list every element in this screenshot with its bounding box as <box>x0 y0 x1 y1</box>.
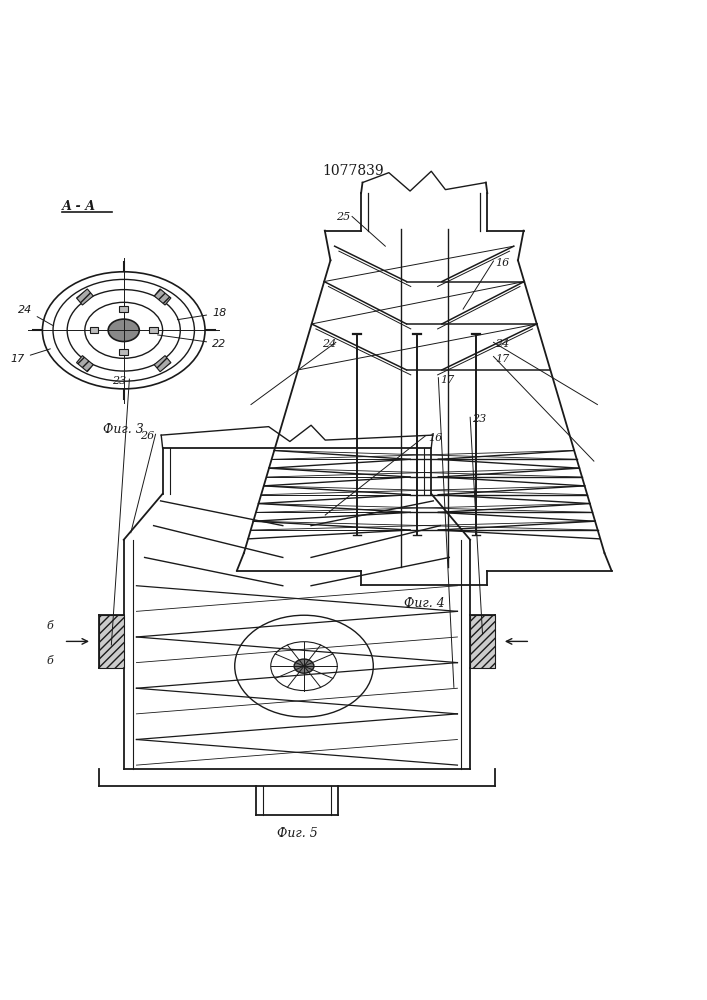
Text: 18: 18 <box>177 308 226 320</box>
Text: б: б <box>46 621 53 631</box>
Bar <box>119 349 128 355</box>
Ellipse shape <box>108 319 139 342</box>
Text: 17: 17 <box>495 354 509 364</box>
Text: 1077839: 1077839 <box>322 164 385 178</box>
Text: 24: 24 <box>495 339 509 349</box>
Bar <box>76 356 93 372</box>
Text: А - А: А - А <box>62 200 96 213</box>
Text: 17: 17 <box>11 349 50 364</box>
Bar <box>90 327 98 333</box>
Text: 24: 24 <box>322 339 336 349</box>
Text: 22: 22 <box>158 335 226 349</box>
Text: 17: 17 <box>440 375 454 385</box>
Bar <box>470 615 495 668</box>
Text: Фиг. 3: Фиг. 3 <box>103 423 144 436</box>
Bar <box>154 356 171 372</box>
Text: 23: 23 <box>112 376 126 386</box>
Bar <box>76 289 93 305</box>
Bar <box>119 306 128 312</box>
Text: Фиг. 5: Фиг. 5 <box>276 827 317 840</box>
Bar <box>99 615 124 668</box>
Text: 16: 16 <box>495 258 509 268</box>
Bar <box>149 327 158 333</box>
Text: 24: 24 <box>18 305 53 325</box>
Text: Фиг. 4: Фиг. 4 <box>404 597 445 610</box>
Ellipse shape <box>294 659 314 673</box>
Text: б: б <box>46 656 53 666</box>
Text: 25: 25 <box>337 212 351 222</box>
Text: 26: 26 <box>140 431 154 441</box>
Bar <box>154 289 171 305</box>
Text: 23: 23 <box>472 414 486 424</box>
Text: 16: 16 <box>428 433 442 443</box>
